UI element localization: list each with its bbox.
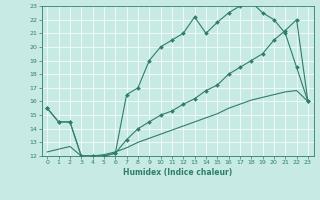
X-axis label: Humidex (Indice chaleur): Humidex (Indice chaleur) (123, 168, 232, 177)
